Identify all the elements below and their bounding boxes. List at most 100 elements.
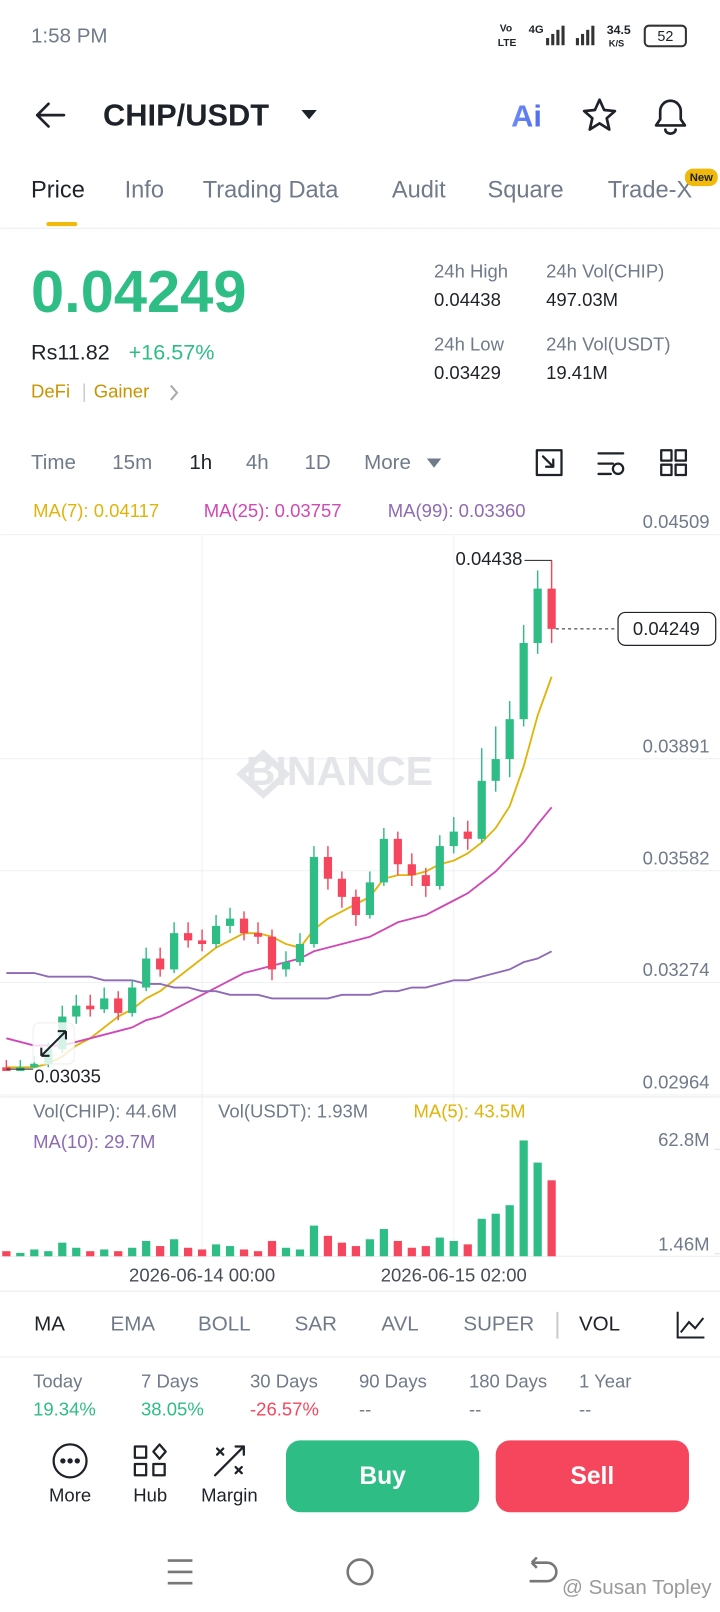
- perf-label: 7 Days: [141, 1371, 199, 1392]
- buy-label[interactable]: Buy: [359, 1463, 406, 1490]
- candle-body: [142, 958, 151, 988]
- candle-body: [393, 838, 402, 865]
- nav-home[interactable]: [346, 1558, 374, 1586]
- expand-icon: [40, 1030, 68, 1057]
- candle-body: [407, 864, 416, 876]
- indicator-tab[interactable]: VOL: [579, 1313, 620, 1336]
- price-change: +16.57%: [129, 339, 215, 364]
- pair-dropdown[interactable]: [301, 110, 317, 120]
- candle-body: [421, 875, 430, 886]
- sell-label[interactable]: Sell: [570, 1463, 614, 1490]
- candle-body: [281, 962, 291, 970]
- tab[interactable]: Audit: [392, 177, 446, 203]
- interval[interactable]: 4h: [246, 451, 269, 474]
- vol-tick-label: 1.46M: [658, 1233, 709, 1254]
- ma-legend: MA(99): 0.03360: [388, 500, 526, 521]
- volume-bar: [393, 1240, 402, 1257]
- candle-body: [225, 918, 235, 926]
- candle-body: [337, 878, 347, 897]
- volume-bar: [156, 1246, 165, 1257]
- tab[interactable]: Square: [487, 177, 563, 203]
- stats: 24h High 0.04438 24h Vol(CHIP) 497.03M 24h L…: [434, 260, 670, 383]
- indicator-tab[interactable]: EMA: [111, 1313, 156, 1336]
- watermark-logo: [236, 749, 291, 799]
- interval[interactable]: Time: [31, 451, 76, 474]
- alert-button[interactable]: [654, 99, 687, 135]
- volume-bar: [100, 1249, 109, 1257]
- tab[interactable]: Trade-X: [608, 177, 693, 203]
- price-chart[interactable]: 0.04509 0.03891 0.03582 0.03274 0.02964 2026-…: [0, 500, 720, 1286]
- volume-bar: [281, 1247, 291, 1257]
- volte-bottom: LTE: [498, 38, 517, 49]
- interval[interactable]: More: [364, 451, 411, 474]
- action-label[interactable]: Margin: [201, 1485, 258, 1506]
- tab-bar: Price Info Trading Data Audit Square Trade-X: [31, 177, 692, 203]
- volume-bar: [128, 1247, 137, 1257]
- candle-body: [379, 838, 388, 883]
- action-icons: [52, 1443, 245, 1479]
- more-dropdown[interactable]: [426, 458, 442, 468]
- x-tick-label: 2026-06-15 02:00: [381, 1265, 527, 1286]
- candle-body: [156, 958, 165, 970]
- indicator-tab[interactable]: SAR: [295, 1313, 337, 1336]
- ma-legend: MA(25): 0.03757: [204, 500, 342, 521]
- candle-body: [183, 933, 193, 941]
- back-button[interactable]: [35, 102, 66, 128]
- indicator-tab[interactable]: SUPER: [463, 1313, 534, 1336]
- last-price: 0.04249: [31, 258, 246, 325]
- ma-line: [6, 676, 553, 1069]
- candle-body: [351, 896, 360, 916]
- candle-body: [197, 940, 207, 945]
- stat-label: 24h Low: [434, 333, 505, 354]
- indicator-settings[interactable]: [676, 1311, 705, 1339]
- volume-bar: [323, 1235, 333, 1257]
- action-label[interactable]: Hub: [133, 1485, 167, 1506]
- indicator-tab[interactable]: AVL: [381, 1313, 418, 1336]
- volume-bar: [170, 1239, 179, 1257]
- interval[interactable]: 1D: [304, 451, 330, 474]
- volume-bar: [58, 1242, 67, 1257]
- tag[interactable]: DeFi: [31, 381, 70, 402]
- tag-chevron: [170, 384, 179, 401]
- indicator-tab[interactable]: BOLL: [198, 1313, 251, 1336]
- network-type: 4G: [529, 24, 544, 36]
- perf-value: --: [359, 1398, 371, 1419]
- vol-legend: MA(10): 29.7M: [33, 1131, 155, 1152]
- volume-bar: [72, 1247, 81, 1257]
- volume-bar: [491, 1213, 500, 1257]
- net-speed: 34.5: [607, 23, 631, 37]
- interval[interactable]: 15m: [112, 451, 152, 474]
- volume-bar: [253, 1251, 263, 1257]
- tab[interactable]: Price: [31, 177, 85, 203]
- pair-title[interactable]: CHIP/USDT: [103, 97, 269, 132]
- candle-body: [519, 643, 528, 720]
- interval[interactable]: 1h: [189, 451, 212, 474]
- volume-bar: [44, 1251, 53, 1257]
- tag[interactable]: Gainer: [94, 381, 150, 402]
- volume-bar: [421, 1246, 430, 1257]
- perf-value: 38.05%: [141, 1398, 204, 1419]
- action-label[interactable]: More: [49, 1485, 91, 1506]
- candle-body: [86, 1005, 95, 1010]
- candle-body: [435, 846, 444, 886]
- volume-bar: [239, 1249, 249, 1257]
- candle-body: [477, 780, 486, 839]
- chart-tools[interactable]: [535, 449, 688, 477]
- tab[interactable]: Info: [125, 177, 164, 203]
- tab[interactable]: Trading Data: [203, 177, 340, 203]
- volume-bar: [379, 1229, 388, 1257]
- stat-value: 19.41M: [546, 362, 608, 383]
- ai-button[interactable]: Ai: [511, 98, 542, 133]
- sell-button[interactable]: [495, 1440, 689, 1513]
- nav-menu[interactable]: [167, 1559, 193, 1585]
- indicator-tab[interactable]: MA: [34, 1313, 65, 1336]
- nav-back[interactable]: [529, 1556, 558, 1583]
- buy-button[interactable]: [285, 1440, 480, 1513]
- volume-bar: [351, 1246, 360, 1257]
- ma-line: [6, 806, 553, 1047]
- volume-bar: [407, 1247, 416, 1257]
- fiat-price: Rs11.82: [31, 339, 110, 364]
- favorite-button[interactable]: [582, 98, 617, 131]
- candle-body: [72, 1005, 81, 1017]
